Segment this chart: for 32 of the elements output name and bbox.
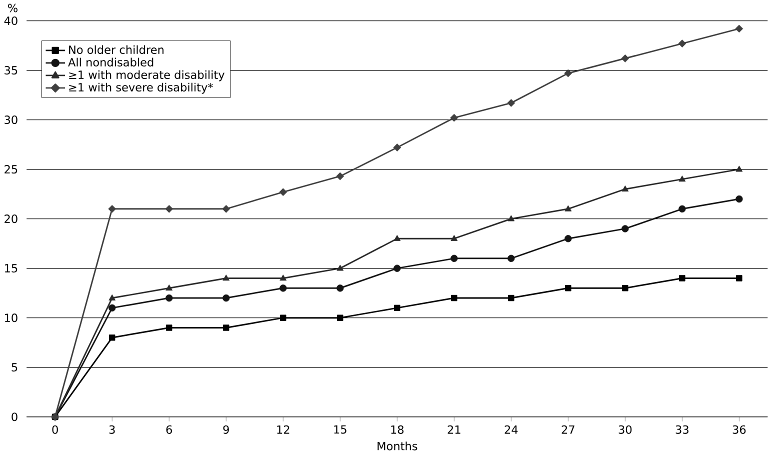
x-tick-label: 3 <box>109 425 115 434</box>
y-tick-label: 0 <box>12 412 18 422</box>
y-tick-label: 15 <box>5 264 18 272</box>
x-tick-label: 36 <box>732 425 746 434</box>
point <box>736 195 743 203</box>
y-tick-label: 25 <box>4 164 18 174</box>
x-tick-label: 6 <box>166 425 172 434</box>
y-tick-label: 10 <box>5 314 18 322</box>
x-tick-label: 33 <box>676 425 688 434</box>
legend-label: ≥1 with severe disability* <box>69 82 213 94</box>
x-tick-label: 9 <box>223 425 229 434</box>
x-tick-label: 12 <box>277 425 290 434</box>
y-tick-label: 35 <box>4 66 18 75</box>
x-tick-label: 18 <box>391 425 404 434</box>
point <box>736 275 742 282</box>
x-tick-label: 30 <box>618 425 632 434</box>
x-tick-label: 24 <box>504 425 518 434</box>
legend-label: All nondisabled <box>68 58 154 67</box>
x-tick-label: 0 <box>52 425 58 434</box>
point <box>735 24 744 33</box>
y-axis-title: % <box>8 4 18 12</box>
y-tick-label: 30 <box>4 115 18 124</box>
x-tick-label: 21 <box>448 425 460 434</box>
point <box>736 166 743 172</box>
y-tick-label: 20 <box>4 214 18 224</box>
y-tick-label: 5 <box>12 363 18 372</box>
x-axis-title: Months <box>378 442 418 450</box>
y-tick-label: 40 <box>4 16 18 25</box>
x-tick-label: 15 <box>334 425 346 434</box>
x-tick-label: 27 <box>562 425 574 434</box>
legend-label: No older children <box>69 45 164 54</box>
legend-label: ≥1 with moderate disability <box>69 70 224 82</box>
